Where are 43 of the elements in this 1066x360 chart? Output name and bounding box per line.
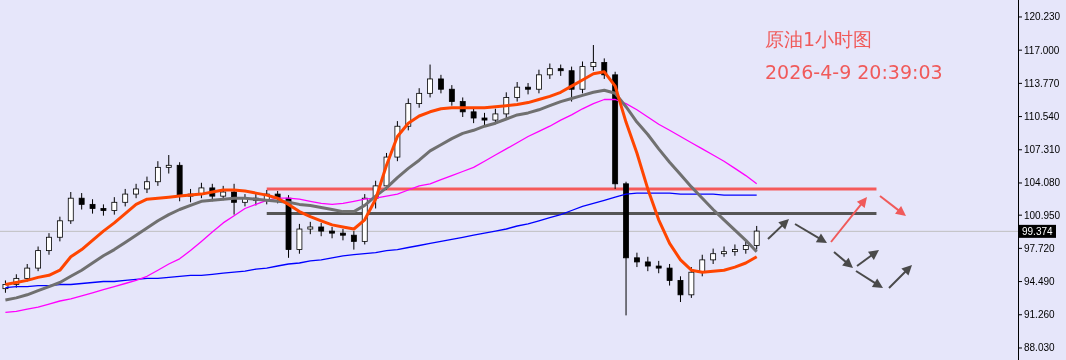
ref-line-label: 99.374 — [1022, 225, 1054, 237]
candlestick — [688, 266, 695, 299]
candlestick — [56, 216, 63, 242]
y-tick-label: 104.080 — [1024, 177, 1061, 189]
candlestick — [296, 223, 303, 255]
y-tick-label: 113.770 — [1024, 77, 1060, 89]
candlestick — [329, 226, 335, 239]
candlestick — [699, 254, 706, 277]
y-tick-label: 97.720 — [1024, 242, 1056, 254]
y-tick-label: 110.540 — [1024, 111, 1060, 123]
y-tick-label: 100.950 — [1024, 209, 1061, 221]
y-tick-label: 94.490 — [1024, 276, 1056, 288]
candlestick — [438, 74, 444, 94]
candlestick — [35, 246, 42, 272]
y-tick-label: 107.310 — [1024, 144, 1061, 156]
y-tick-label: 117.000 — [1024, 44, 1060, 56]
candlestick — [634, 252, 640, 268]
y-tick-label: 120.230 — [1024, 11, 1061, 23]
candlestick — [133, 183, 139, 199]
candlestick — [154, 160, 161, 187]
candlestick — [666, 263, 673, 287]
candlestick — [732, 243, 738, 257]
candlestick — [46, 232, 52, 256]
candlestick — [721, 246, 727, 258]
text: 2026-4-9 20:39:03 — [765, 61, 943, 83]
candlestick — [710, 248, 717, 265]
candlestick — [590, 44, 597, 72]
candlestick — [427, 64, 433, 98]
candlestick — [67, 191, 74, 225]
text: 原油1小时图 — [765, 28, 873, 50]
candlestick — [753, 225, 760, 251]
candlestick — [677, 275, 684, 303]
candlestick — [340, 228, 346, 241]
candlestick — [350, 230, 357, 251]
candlestick — [525, 82, 531, 95]
candlestick — [448, 84, 455, 107]
candlestick — [416, 87, 423, 109]
candlestick — [514, 81, 521, 103]
y-tick-label: 88.030 — [1024, 342, 1056, 354]
candlestick — [165, 154, 172, 175]
line-series — [4, 192, 758, 289]
candlestick — [536, 69, 542, 94]
y-tick-label: 91.260 — [1024, 309, 1056, 321]
